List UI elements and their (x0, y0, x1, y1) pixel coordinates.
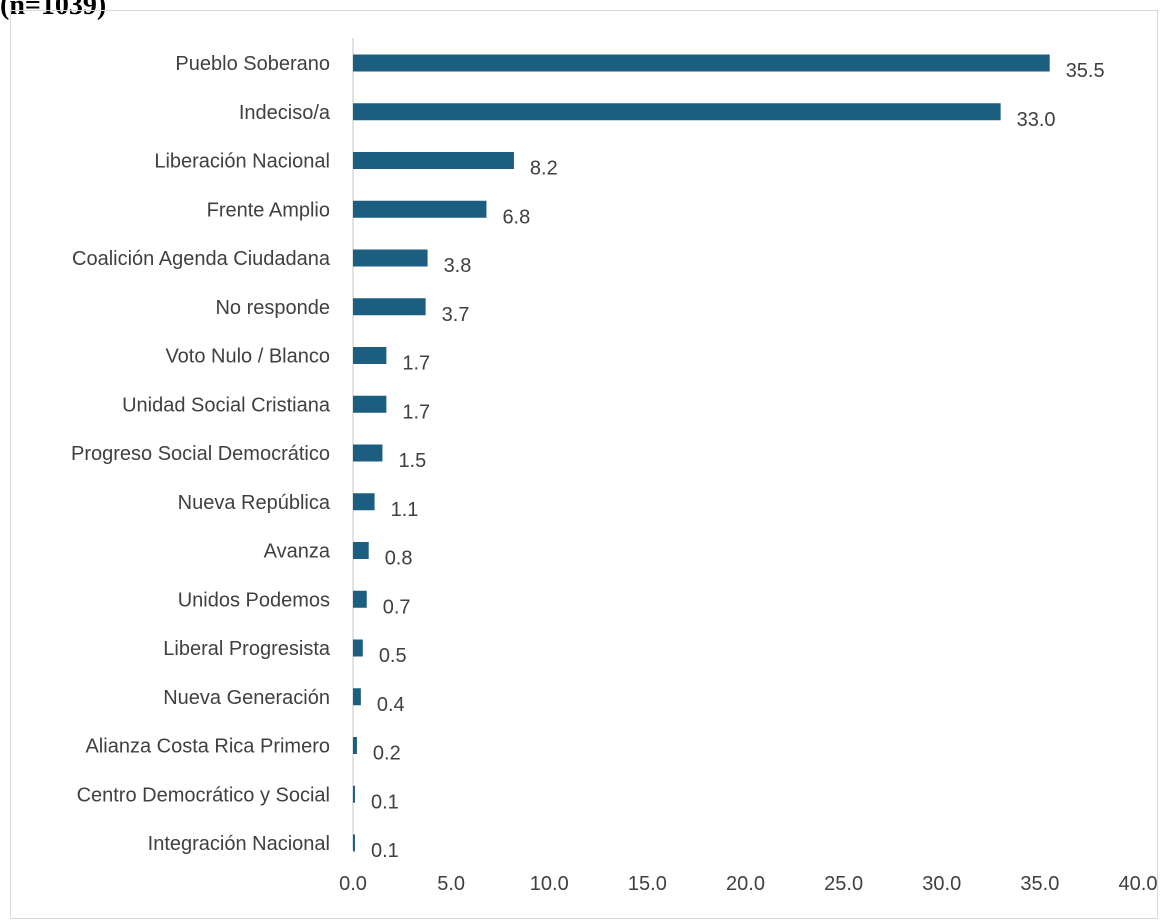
x-tick-label: 10.0 (530, 873, 569, 895)
data-label: 6.8 (502, 206, 530, 228)
bar (353, 590, 367, 608)
category-label: Coalición Agenda Ciudadana (72, 248, 331, 270)
x-tick-label: 0.0 (339, 873, 367, 895)
x-tick-label: 5.0 (437, 873, 465, 895)
data-label: 0.7 (383, 596, 411, 618)
category-label: No responde (215, 297, 330, 319)
bar (353, 103, 1001, 121)
x-tick-label: 25.0 (824, 873, 863, 895)
data-label: 1.7 (402, 353, 430, 375)
bar (353, 200, 487, 218)
category-label: Centro Democrático y Social (77, 784, 330, 806)
bar (353, 493, 375, 511)
bar (353, 737, 357, 754)
x-tick-label: 40.0 (1119, 873, 1158, 895)
bar (353, 298, 426, 316)
category-label: Integración Nacional (148, 833, 330, 855)
category-label: Alianza Costa Rica Primero (85, 736, 330, 758)
bar (353, 395, 387, 413)
bar (353, 834, 355, 852)
category-label: Unidos Podemos (178, 589, 330, 611)
category-label: Pueblo Soberano (175, 53, 330, 75)
data-label: 0.1 (371, 791, 399, 813)
data-label: 0.2 (373, 743, 401, 765)
category-label: Frente Amplio (207, 199, 330, 221)
bar (353, 785, 355, 803)
bar (353, 54, 1050, 72)
x-tick-label: 30.0 (922, 873, 961, 895)
bar (353, 347, 387, 364)
bar (353, 444, 383, 462)
category-label: Indeciso/a (239, 102, 331, 124)
category-label: Progreso Social Democrático (71, 443, 330, 465)
data-label: 0.8 (385, 548, 413, 570)
data-label: 35.5 (1066, 60, 1105, 82)
data-label: 3.7 (442, 304, 470, 326)
category-label: Liberación Nacional (154, 151, 330, 173)
x-tick-label: 35.0 (1020, 873, 1059, 895)
bar (353, 542, 369, 559)
category-label: Voto Nulo / Blanco (165, 346, 330, 368)
data-label: 0.5 (379, 645, 407, 667)
bar (353, 688, 361, 706)
category-label: Liberal Progresista (163, 638, 331, 660)
category-label: Avanza (264, 541, 331, 563)
bar (353, 639, 363, 657)
category-label: Nueva Generación (163, 687, 330, 709)
data-label: 33.0 (1017, 109, 1056, 131)
category-label: Nueva República (178, 492, 331, 514)
x-tick-label: 20.0 (726, 873, 765, 895)
category-label: Unidad Social Cristiana (122, 394, 331, 416)
chart-frame (10, 10, 1158, 919)
data-label: 0.1 (371, 840, 399, 862)
data-label: 1.1 (391, 499, 419, 521)
data-label: 3.8 (444, 255, 472, 277)
data-label: 8.2 (530, 158, 558, 180)
x-tick-label: 15.0 (628, 873, 667, 895)
data-label: 0.4 (377, 694, 405, 716)
data-label: 1.5 (398, 450, 426, 472)
bar (353, 152, 514, 169)
data-label: 1.7 (402, 401, 430, 423)
bar (353, 249, 428, 267)
